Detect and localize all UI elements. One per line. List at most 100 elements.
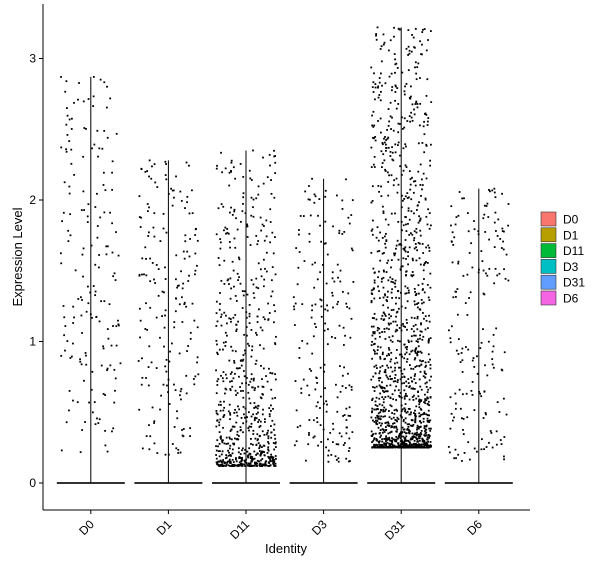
- data-point: [381, 387, 383, 390]
- data-point: [170, 187, 172, 190]
- data-point: [502, 240, 504, 243]
- data-point: [387, 432, 390, 435]
- data-point: [66, 340, 69, 342]
- data-point: [216, 419, 219, 422]
- data-point: [372, 219, 374, 222]
- data-point: [375, 443, 378, 446]
- data-point: [223, 229, 225, 232]
- data-point: [330, 336, 333, 338]
- data-point: [255, 464, 258, 467]
- data-point: [259, 268, 262, 271]
- data-point: [413, 288, 416, 290]
- data-point: [418, 400, 420, 403]
- data-point: [412, 398, 415, 401]
- data-point: [80, 314, 83, 317]
- data-point: [403, 441, 406, 444]
- data-point: [427, 400, 430, 403]
- data-point: [410, 198, 413, 201]
- data-point: [378, 379, 381, 382]
- data-point: [398, 435, 401, 438]
- data-point: [504, 277, 507, 280]
- data-point: [258, 419, 260, 421]
- data-point: [255, 197, 258, 200]
- data-point: [402, 323, 404, 325]
- data-point: [215, 425, 218, 428]
- data-point: [405, 351, 408, 354]
- data-point: [242, 389, 244, 392]
- data-point: [452, 296, 455, 299]
- data-point: [408, 49, 411, 52]
- data-point: [165, 163, 167, 165]
- data-point: [471, 266, 474, 269]
- data-point: [161, 290, 164, 293]
- data-point: [396, 310, 399, 313]
- data-point: [409, 120, 412, 123]
- data-point: [370, 300, 373, 302]
- data-point: [388, 174, 391, 177]
- data-point: [244, 352, 247, 355]
- data-point: [338, 232, 341, 235]
- data-point: [375, 364, 378, 367]
- data-point: [162, 212, 165, 215]
- data-point: [394, 380, 397, 383]
- data-point: [184, 207, 186, 209]
- data-point: [259, 344, 261, 347]
- data-point: [389, 431, 391, 434]
- data-point: [374, 416, 377, 419]
- legend-swatch: [540, 290, 557, 306]
- data-point: [401, 426, 404, 429]
- data-point: [386, 137, 389, 140]
- data-point: [337, 460, 340, 463]
- data-point: [342, 326, 345, 329]
- data-point: [85, 354, 87, 357]
- data-point: [138, 216, 141, 218]
- data-point: [423, 444, 426, 447]
- data-point: [272, 252, 275, 255]
- data-point: [250, 373, 253, 376]
- data-point: [384, 168, 387, 171]
- data-point: [379, 424, 382, 427]
- data-point: [471, 394, 474, 396]
- data-point: [223, 259, 226, 262]
- data-point: [138, 274, 141, 277]
- data-point: [376, 414, 378, 417]
- data-point: [326, 253, 329, 256]
- data-point: [258, 460, 260, 463]
- data-point: [401, 408, 404, 411]
- data-point: [448, 451, 451, 454]
- data-point: [312, 436, 315, 439]
- data-point: [320, 305, 323, 308]
- data-point: [384, 170, 387, 172]
- data-point: [389, 150, 392, 153]
- data-point: [255, 332, 257, 334]
- data-point: [262, 182, 265, 185]
- data-point: [159, 240, 162, 242]
- data-point: [450, 240, 453, 243]
- data-point: [426, 438, 429, 441]
- data-point: [505, 253, 508, 256]
- data-point: [383, 141, 386, 144]
- data-point: [226, 460, 229, 463]
- data-point: [151, 406, 154, 409]
- data-point: [402, 257, 405, 260]
- data-point: [191, 212, 194, 215]
- data-point: [149, 306, 152, 309]
- data-point: [381, 438, 384, 441]
- data-point: [391, 288, 394, 291]
- data-point: [308, 394, 311, 397]
- data-point: [65, 148, 67, 151]
- data-point: [385, 390, 388, 393]
- data-point: [407, 382, 410, 384]
- data-point: [387, 124, 390, 127]
- data-point: [413, 358, 416, 361]
- data-point: [146, 210, 149, 213]
- data-point: [335, 194, 338, 197]
- data-point: [378, 250, 381, 252]
- data-point: [381, 381, 383, 384]
- data-point: [407, 339, 410, 342]
- data-point: [428, 436, 431, 439]
- data-point: [79, 358, 81, 361]
- data-point: [462, 433, 465, 436]
- data-point: [404, 143, 407, 146]
- data-point: [401, 199, 404, 202]
